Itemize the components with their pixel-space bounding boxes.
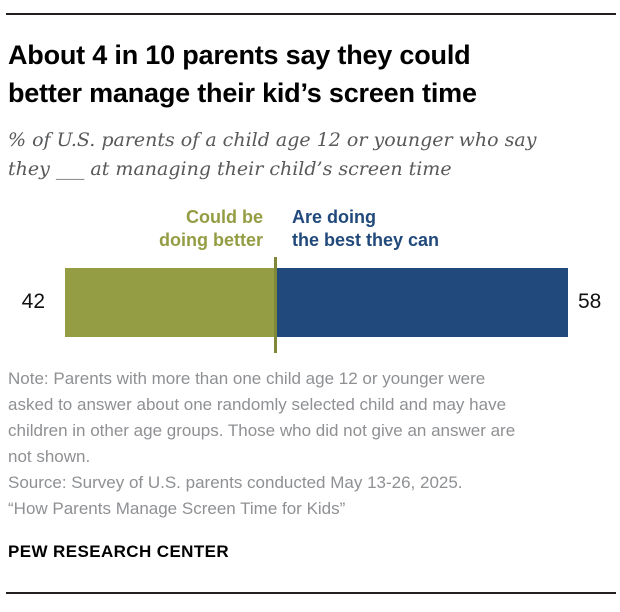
report-title-line: “How Parents Manage Screen Time for Kids… [8,499,346,518]
pew-research-center-wordmark: PEW RESEARCH CENTER [8,542,230,561]
note-line: Note: Parents with more than one child a… [8,369,486,388]
legend-right-line-2: the best they can [292,230,440,250]
bar-segment-could-be-doing-better [65,268,277,337]
legend-left-line-1: Could be [186,207,263,227]
chart-subtitle: % of U.S. parents of a child age 12 or y… [8,126,612,184]
chart-title-line-2: better manage their kid’s screen time [8,78,477,108]
value-label-right: 58 [578,290,602,313]
chart-subtitle-line-2: they ___ at managing their child’s scree… [8,158,452,180]
top-rule [6,13,616,15]
note-line: asked to answer about one randomly selec… [8,395,507,414]
value-label-left: 42 [21,290,45,313]
chart-subtitle-line-1: % of U.S. parents of a child age 12 or y… [8,129,537,151]
note-line: children in other age groups. Those who … [8,421,516,440]
legend-right-line-1: Are doing [292,207,376,227]
bar-segment-doing-best-they-can [276,268,568,337]
chart-title: About 4 in 10 parents say they could bet… [8,36,608,112]
note-text: Note: Parents with more than one child a… [8,366,616,522]
bottom-rule [6,592,616,594]
chart-title-line-1: About 4 in 10 parents say they could [8,40,471,70]
legend-label-doing-best-they-can: Are doing the best they can [292,206,439,252]
segment-divider-line [274,257,277,353]
stacked-bar [65,268,568,337]
source-line: Source: Survey of U.S. parents conducted… [8,473,463,492]
legend-label-could-be-doing-better: Could be doing better [159,206,263,252]
note-line: not shown. [8,447,91,466]
legend-left-line-2: doing better [159,230,263,250]
